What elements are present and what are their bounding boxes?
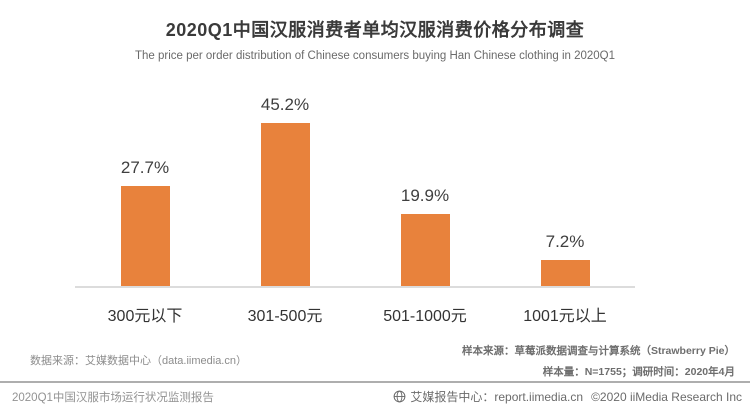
bar: [260, 123, 310, 286]
footer-report-title: 2020Q1中国汉服市场运行状况监测报告: [12, 392, 214, 404]
x-axis-labels: 300元以下 301-500元 501-1000元 1001元以上: [75, 302, 635, 326]
footer-branding: 艾媒报告中心：report.iimedia.cn ©2020 iiMedia R…: [393, 388, 742, 405]
footer-report-center: 艾媒报告中心：report.iimedia.cn: [410, 390, 584, 404]
bar-group-300元以下: 27.7%: [75, 90, 215, 286]
bar-group-501-1000元: 19.9%: [355, 90, 495, 286]
footer-copyright: ©2020 iiMedia Research Inc: [591, 389, 742, 404]
bar-value-label: 7.2%: [545, 232, 585, 251]
x-axis-label: 301-500元: [247, 308, 323, 325]
bar-value-label: 27.7%: [120, 158, 170, 177]
bar-value-label: 45.2%: [260, 95, 310, 114]
x-axis-label: 1001元以上: [523, 308, 607, 325]
bar-value-label: 19.9%: [400, 186, 450, 205]
bar: [540, 260, 590, 286]
chart-subtitle: The price per order distribution of Chin…: [134, 50, 616, 62]
sample-size-text: 样本量：N=1755；调研时间：2020年4月: [542, 366, 735, 378]
x-axis-label: 501-1000元: [383, 308, 467, 325]
x-axis-line: [75, 286, 635, 288]
bar-group-1001元以上: 7.2%: [495, 90, 635, 286]
bar: [400, 214, 450, 286]
bar-group-301-500元: 45.2%: [215, 90, 355, 286]
footer-divider: [0, 381, 750, 383]
data-source-text: 数据来源：艾媒数据中心（data.iimedia.cn）: [30, 355, 247, 367]
chart-title: 2020Q1中国汉服消费者单均汉服消费价格分布调查: [165, 20, 585, 40]
bar-plot-area: 27.7% 45.2% 19.9% 7.2%: [75, 90, 635, 286]
sample-source-block: 样本来源：草莓派数据调查与计算系统（Strawberry Pie） 样本量：N=…: [462, 341, 735, 383]
x-axis-label: 300元以下: [107, 308, 183, 325]
sample-source-text: 样本来源：草莓派数据调查与计算系统（Strawberry Pie）: [461, 345, 735, 357]
globe-icon: [393, 390, 406, 403]
bar: [120, 186, 170, 286]
